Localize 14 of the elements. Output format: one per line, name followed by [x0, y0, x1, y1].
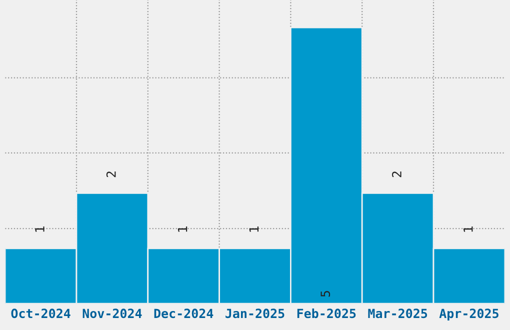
x-tick-label: Feb-2025	[297, 308, 356, 318]
x-tick-label: Apr-2025	[439, 308, 498, 321]
data-label: 2	[392, 172, 402, 178]
data-label: 2	[106, 172, 116, 178]
data-label: 1	[178, 226, 188, 232]
x-tick-label: Dec-2024	[154, 308, 214, 318]
data-label: 1	[464, 226, 473, 232]
data-label: 5	[320, 291, 330, 297]
data-label: 1	[249, 226, 258, 232]
x-tick-label: Mar-2025	[368, 308, 428, 318]
x-tick-label: Oct-2024	[11, 308, 70, 318]
x-tick-label: Jan-2025	[226, 308, 284, 318]
data-label: 1	[35, 226, 44, 232]
x-tick-label: Nov-2024	[82, 308, 142, 318]
